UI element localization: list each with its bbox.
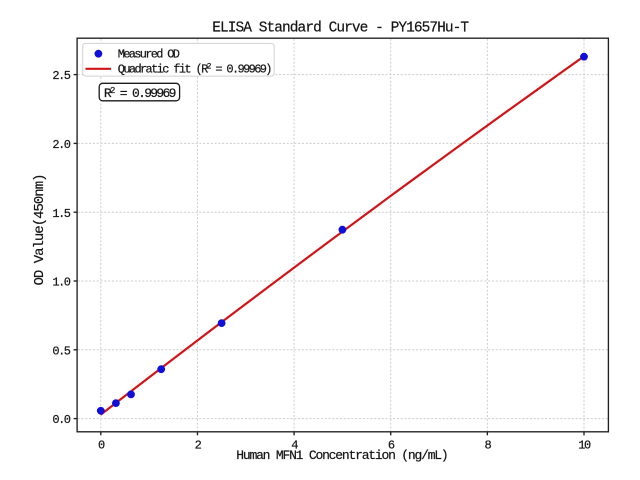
svg-text:2: 2 xyxy=(195,438,202,452)
svg-text:2.0: 2.0 xyxy=(52,138,70,152)
svg-text:OD Value(450nm): OD Value(450nm) xyxy=(32,174,48,285)
svg-text:Measured OD: Measured OD xyxy=(118,47,180,61)
svg-text:6: 6 xyxy=(388,438,395,452)
svg-text:8: 8 xyxy=(485,438,492,452)
svg-text:1.5: 1.5 xyxy=(52,207,70,221)
svg-text:10: 10 xyxy=(578,438,591,452)
svg-text:R2 = 0.99969: R2 = 0.99969 xyxy=(104,86,176,101)
svg-text:ELISA Standard Curve - PY1657H: ELISA Standard Curve - PY1657Hu-T xyxy=(212,21,469,37)
svg-text:4: 4 xyxy=(291,438,298,452)
svg-text:Human MFN1 Concentration (ng/m: Human MFN1 Concentration (ng/mL) xyxy=(236,448,447,463)
svg-text:2.5: 2.5 xyxy=(52,69,70,83)
svg-text:1.0: 1.0 xyxy=(52,276,70,290)
svg-text:Quadratic fit (R2 = 0.99969): Quadratic fit (R2 = 0.99969) xyxy=(118,62,271,76)
svg-text:0: 0 xyxy=(98,438,105,452)
svg-text:0.5: 0.5 xyxy=(52,344,70,358)
svg-text:0.0: 0.0 xyxy=(52,413,70,427)
